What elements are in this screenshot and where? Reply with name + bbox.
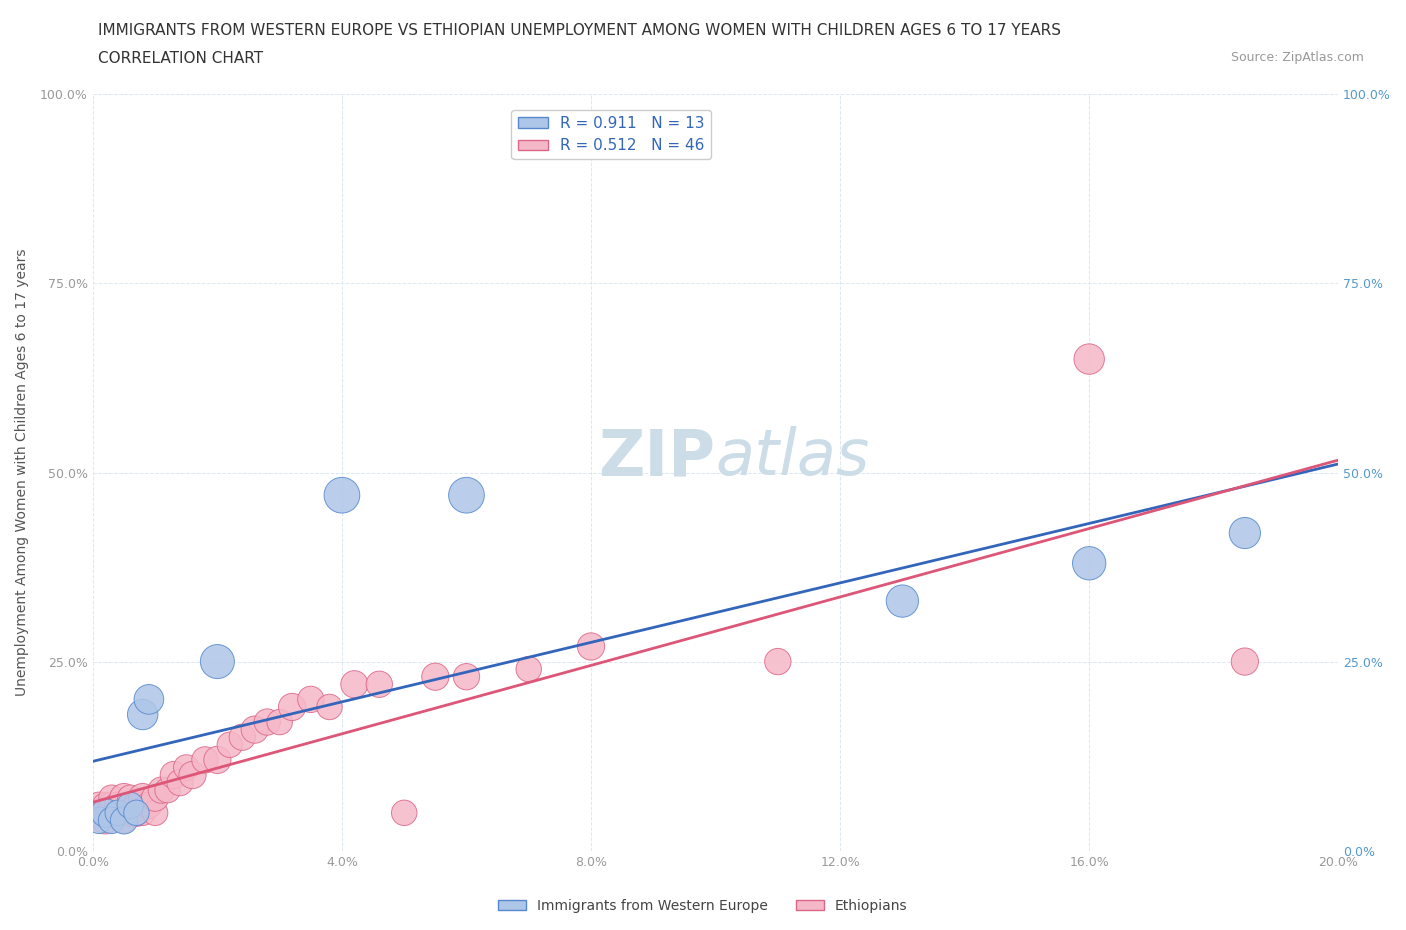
Point bbox=[392, 805, 415, 820]
Point bbox=[163, 767, 186, 782]
Point bbox=[425, 670, 447, 684]
Point bbox=[207, 752, 229, 767]
Point bbox=[112, 790, 135, 805]
Text: atlas: atlas bbox=[716, 426, 870, 488]
Point bbox=[131, 707, 153, 722]
Text: ZIP: ZIP bbox=[599, 426, 716, 488]
Point bbox=[143, 805, 166, 820]
Point bbox=[1233, 525, 1256, 540]
Point bbox=[143, 790, 166, 805]
Point bbox=[112, 813, 135, 828]
Point bbox=[94, 813, 117, 828]
Point bbox=[194, 752, 217, 767]
Point bbox=[150, 783, 173, 798]
Point bbox=[107, 805, 129, 820]
Point bbox=[87, 805, 110, 820]
Point bbox=[891, 593, 914, 608]
Point bbox=[243, 723, 266, 737]
Point bbox=[100, 790, 122, 805]
Point bbox=[94, 798, 117, 813]
Point bbox=[138, 692, 160, 707]
Point bbox=[125, 798, 148, 813]
Y-axis label: Unemployment Among Women with Children Ages 6 to 17 years: Unemployment Among Women with Children A… bbox=[15, 248, 30, 697]
Point bbox=[330, 487, 353, 502]
Point bbox=[218, 737, 240, 752]
Point bbox=[207, 654, 229, 669]
Point bbox=[169, 775, 191, 790]
Point bbox=[368, 677, 391, 692]
Point bbox=[174, 760, 197, 775]
Point bbox=[256, 714, 278, 729]
Legend: R = 0.911   N = 13, R = 0.512   N = 46: R = 0.911 N = 13, R = 0.512 N = 46 bbox=[512, 110, 711, 159]
Point bbox=[107, 805, 129, 820]
Point bbox=[94, 805, 117, 820]
Point bbox=[107, 798, 129, 813]
Point bbox=[181, 767, 204, 782]
Point bbox=[1078, 556, 1101, 571]
Point bbox=[87, 813, 110, 828]
Point bbox=[131, 805, 153, 820]
Point bbox=[456, 670, 478, 684]
Point bbox=[281, 699, 304, 714]
Point bbox=[120, 790, 142, 805]
Point bbox=[125, 805, 148, 820]
Point bbox=[579, 639, 602, 654]
Point bbox=[100, 813, 122, 828]
Text: IMMIGRANTS FROM WESTERN EUROPE VS ETHIOPIAN UNEMPLOYMENT AMONG WOMEN WITH CHILDR: IMMIGRANTS FROM WESTERN EUROPE VS ETHIOP… bbox=[98, 23, 1062, 38]
Point bbox=[343, 677, 366, 692]
Text: CORRELATION CHART: CORRELATION CHART bbox=[98, 51, 263, 66]
Point bbox=[131, 790, 153, 805]
Point bbox=[120, 805, 142, 820]
Point bbox=[156, 783, 179, 798]
Point bbox=[231, 730, 253, 745]
Point bbox=[269, 714, 291, 729]
Point bbox=[87, 798, 110, 813]
Point bbox=[1078, 352, 1101, 366]
Text: Source: ZipAtlas.com: Source: ZipAtlas.com bbox=[1230, 51, 1364, 64]
Point bbox=[120, 798, 142, 813]
Point bbox=[100, 798, 122, 813]
Point bbox=[100, 805, 122, 820]
Point bbox=[299, 692, 322, 707]
Legend: Immigrants from Western Europe, Ethiopians: Immigrants from Western Europe, Ethiopia… bbox=[494, 894, 912, 919]
Point bbox=[766, 654, 789, 669]
Point bbox=[318, 699, 340, 714]
Point bbox=[1233, 654, 1256, 669]
Point bbox=[456, 487, 478, 502]
Point bbox=[125, 805, 148, 820]
Point bbox=[112, 813, 135, 828]
Point bbox=[138, 798, 160, 813]
Point bbox=[517, 662, 540, 677]
